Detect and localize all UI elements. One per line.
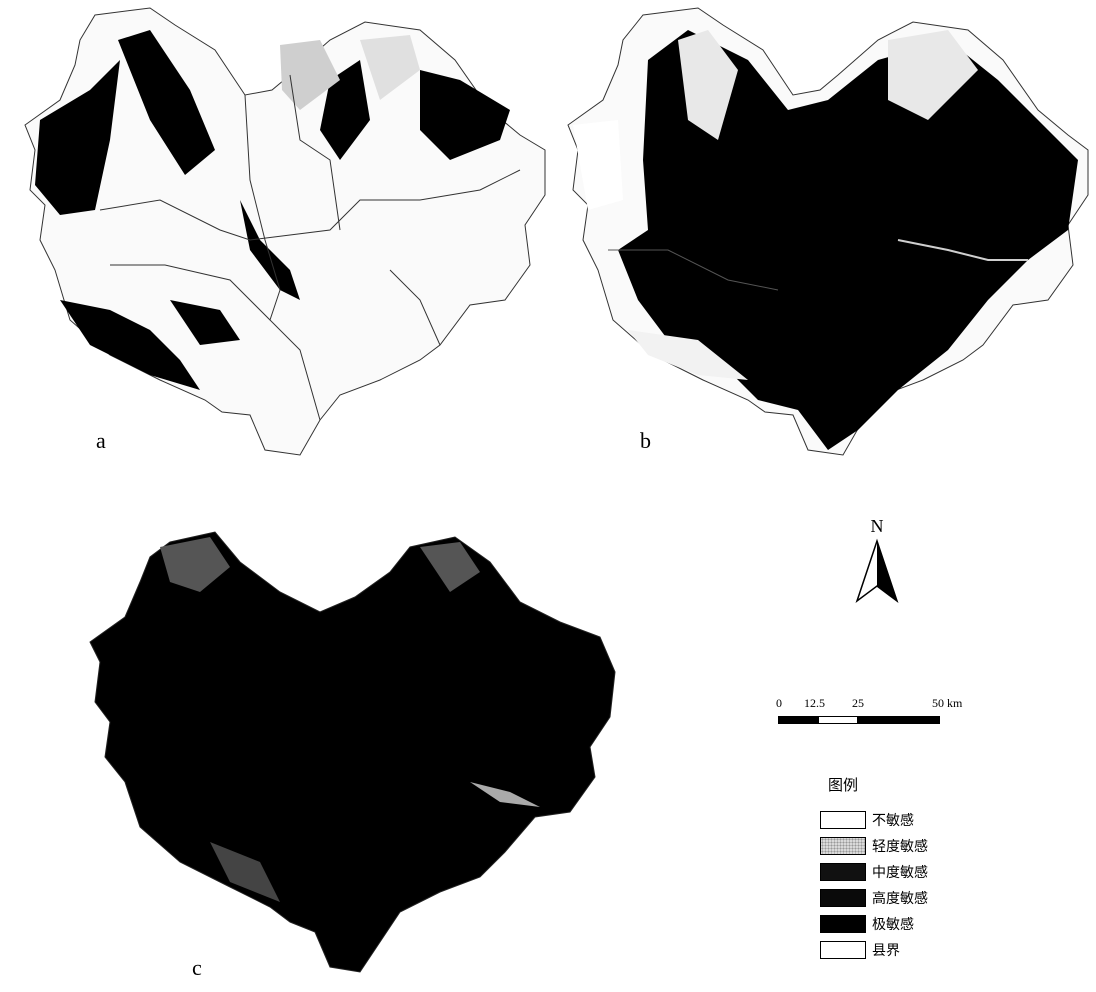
scale-tick: 25	[852, 696, 864, 710]
light-zone	[470, 782, 540, 807]
legend-swatch	[820, 837, 866, 855]
panel-letter-b: b	[640, 428, 651, 453]
legend-label: 轻度敏感	[872, 839, 928, 855]
scale-segment	[778, 716, 818, 724]
county-boundary	[110, 264, 271, 321]
light-zone	[573, 120, 623, 210]
legend-swatch	[820, 941, 866, 959]
legend-swatch	[820, 811, 866, 829]
dark-zone	[118, 30, 215, 175]
north-arrow-icon	[855, 538, 899, 604]
legend-swatch	[820, 889, 866, 907]
light-zone	[420, 542, 480, 592]
legend-item: 轻度敏感	[820, 833, 1020, 859]
legend: 图例 不敏感轻度敏感中度敏感高度敏感极敏感县界	[820, 774, 1020, 963]
map-panel-b	[567, 7, 1089, 456]
dark-zone	[170, 300, 240, 345]
panel-letter-c: c	[192, 955, 202, 980]
scale-tick: 12.5	[804, 696, 825, 710]
dark-zone	[618, 30, 1078, 450]
county-boundary	[289, 74, 341, 231]
light-zone	[210, 842, 280, 902]
region-outline	[89, 531, 616, 973]
county-boundary	[608, 249, 779, 291]
scale-tick: 0	[776, 696, 782, 710]
light-zone	[360, 35, 420, 100]
dark-zone	[60, 300, 200, 390]
legend-title: 图例	[828, 776, 859, 794]
legend-item: 高度敏感	[820, 885, 1020, 911]
scale-segment	[858, 716, 940, 724]
light-zone	[628, 330, 748, 380]
north-arrow: N	[852, 516, 902, 606]
county-boundary	[244, 94, 321, 421]
dark-zone	[35, 60, 120, 215]
scale-bar: 0 12.5 25 50 km	[776, 696, 976, 736]
panel-letter-a: a	[96, 428, 106, 453]
legend-item: 不敏感	[820, 807, 1020, 833]
legend-swatch	[820, 863, 866, 881]
dark-zone	[240, 200, 300, 300]
dark-zone	[420, 70, 510, 160]
county-boundary	[389, 269, 441, 346]
map-panel-c	[89, 531, 616, 973]
county-boundary	[897, 239, 1028, 261]
map-panel-a	[24, 7, 546, 456]
light-zone	[160, 537, 230, 592]
legend-label: 中度敏感	[872, 865, 928, 881]
north-label: N	[870, 516, 884, 536]
legend-item: 县界	[820, 937, 1020, 963]
legend-label: 不敏感	[872, 813, 914, 829]
legend-item: 中度敏感	[820, 859, 1020, 885]
legend-label: 高度敏感	[872, 891, 928, 907]
legend-label: 县界	[872, 943, 900, 959]
light-zone	[888, 30, 978, 120]
legend-item: 极敏感	[820, 911, 1020, 937]
scale-tick: 50 km	[932, 696, 963, 710]
scale-segment	[818, 716, 858, 724]
legend-label: 极敏感	[872, 917, 914, 933]
light-zone	[280, 40, 340, 110]
county-boundary	[99, 169, 521, 241]
light-zone	[678, 30, 738, 140]
legend-swatch	[820, 915, 866, 933]
